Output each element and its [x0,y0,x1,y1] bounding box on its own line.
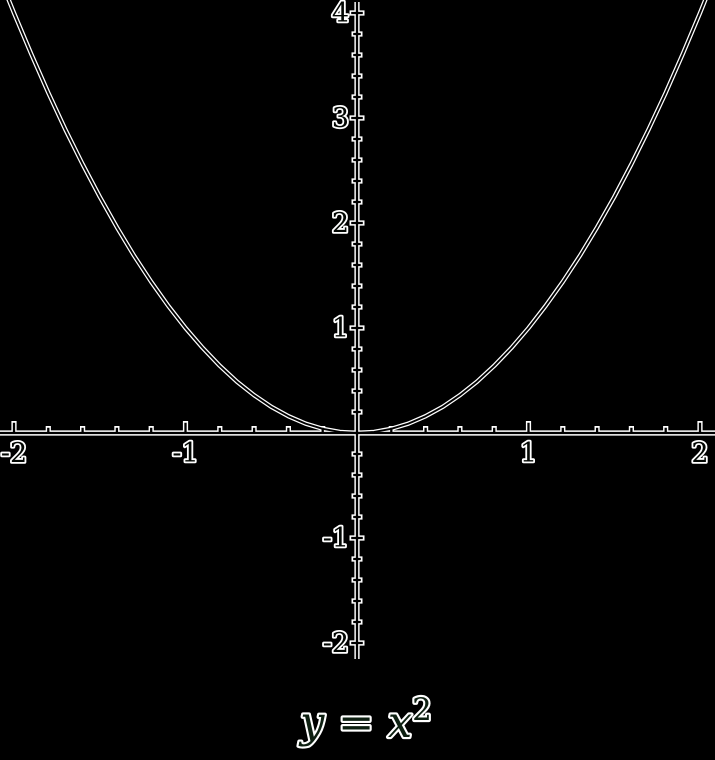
axes-and-ticks-core [0,2,715,659]
tick-labels-layer: -2 -1 1 2 4 3 2 1 -1 -2 [0,0,710,661]
y-tick-label: 3 [332,103,349,134]
y-tick-label: -2 [323,628,349,659]
x-tick-label: 2 [691,438,708,469]
title-lhs: y [298,698,325,748]
parabola-curve-core [7,0,707,434]
title-base: x [388,698,412,748]
title-equals: = [324,698,387,748]
chart-title: y = x2 [298,692,432,748]
axes-ticks-core-layer [0,2,715,659]
y-tick-label: 1 [332,313,349,344]
x-tick-label: -1 [172,438,198,469]
parabola-curve [7,0,707,434]
y-tick-label: 4 [332,0,349,29]
title-exponent: 2 [412,692,432,728]
y-tick-label: -1 [323,523,349,554]
x-tick-label: -2 [1,438,27,469]
y-tick-label: 2 [332,208,349,239]
x-tick-label: 1 [520,438,537,469]
